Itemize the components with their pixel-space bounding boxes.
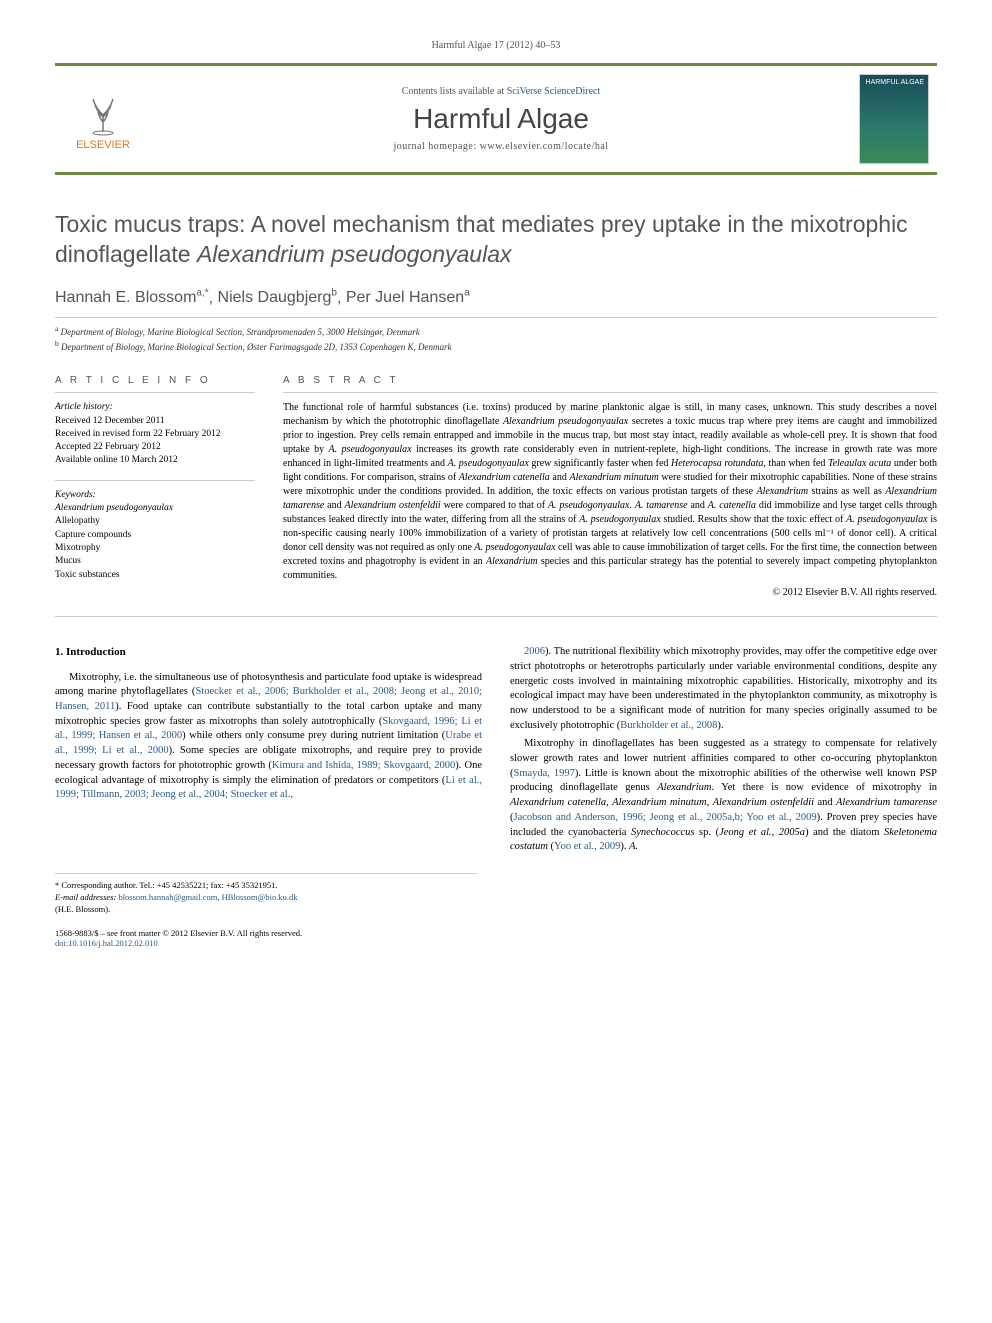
- author: Per Juel Hansena: [346, 289, 470, 306]
- tree-icon: [78, 87, 128, 137]
- author: Niels Daugbjergb: [218, 289, 337, 306]
- homepage-prefix: journal homepage:: [393, 141, 479, 152]
- journal-cover-thumbnail: HARMFUL ALGAE: [859, 74, 929, 164]
- sciencedirect-link[interactable]: SciVerse ScienceDirect: [507, 86, 601, 97]
- email-label: E-mail addresses:: [55, 892, 116, 902]
- affiliation: b Department of Biology, Marine Biologic…: [55, 339, 937, 354]
- journal-title: Harmful Algae: [143, 103, 859, 135]
- section-heading-intro: 1. Introduction: [55, 645, 482, 660]
- keywords-block: Keywords: Alexandrium pseudogonyaulaxAll…: [55, 480, 255, 582]
- history-line: Available online 10 March 2012: [55, 454, 255, 467]
- history-label: Article history:: [55, 401, 255, 414]
- elsevier-logo: ELSEVIER: [63, 74, 143, 164]
- page-footer: 1568-9883/$ – see front matter © 2012 El…: [55, 928, 937, 948]
- keyword: Mucus: [55, 555, 255, 568]
- issn-line: 1568-9883/$ – see front matter © 2012 El…: [55, 928, 302, 938]
- history-line: Received 12 December 2011: [55, 415, 255, 428]
- title-species: Alexandrium pseudogonyaulax: [197, 241, 512, 267]
- body-two-column: 1. Introduction Mixotrophy, i.e. the sim…: [55, 645, 937, 855]
- doi-link[interactable]: doi:10.1016/j.hal.2012.02.010: [55, 938, 302, 948]
- history-line: Accepted 22 February 2012: [55, 441, 255, 454]
- keywords-label: Keywords:: [55, 489, 255, 502]
- journal-masthead: ELSEVIER Contents lists available at Sci…: [55, 63, 937, 175]
- abstract-heading: A B S T R A C T: [283, 375, 937, 393]
- abstract-text: The functional role of harmful substance…: [283, 401, 937, 583]
- affiliation: a Department of Biology, Marine Biologic…: [55, 324, 937, 339]
- article-history: Article history: Received 12 December 20…: [55, 401, 255, 467]
- email-addresses[interactable]: blossom.hannah@gmail.com, HBlossom@bio.k…: [118, 892, 297, 902]
- homepage-url[interactable]: www.elsevier.com/locate/hal: [480, 141, 609, 152]
- intro-para-1: Mixotrophy, i.e. the simultaneous use of…: [55, 671, 482, 803]
- issn-copyright: 1568-9883/$ – see front matter © 2012 El…: [55, 928, 302, 948]
- corresponding-author-footnote: * Corresponding author. Tel.: +45 425352…: [55, 873, 478, 916]
- article-title: Toxic mucus traps: A novel mechanism tha…: [55, 210, 937, 270]
- keyword: Alexandrium pseudogonyaulax: [55, 502, 255, 515]
- article-info-sidebar: A R T I C L E I N F O Article history: R…: [55, 375, 255, 598]
- section-title: Introduction: [66, 646, 126, 658]
- journal-homepage: journal homepage: www.elsevier.com/locat…: [143, 141, 859, 152]
- keyword: Toxic substances: [55, 569, 255, 582]
- intro-para-1-cont: 2006). The nutritional flexibility which…: [510, 645, 937, 733]
- section-number: 1.: [55, 646, 63, 658]
- intro-para-2: Mixotrophy in dinoflagellates has been s…: [510, 737, 937, 855]
- article-info-heading: A R T I C L E I N F O: [55, 375, 255, 393]
- abstract-copyright: © 2012 Elsevier B.V. All rights reserved…: [283, 587, 937, 598]
- cover-label: HARMFUL ALGAE: [866, 79, 924, 87]
- history-line: Received in revised form 22 February 201…: [55, 428, 255, 441]
- email-line: E-mail addresses: blossom.hannah@gmail.c…: [55, 892, 478, 904]
- contents-prefix: Contents lists available at: [402, 86, 507, 97]
- body-col-left: 1. Introduction Mixotrophy, i.e. the sim…: [55, 645, 482, 855]
- keyword: Mixotrophy: [55, 542, 255, 555]
- abstract-column: A B S T R A C T The functional role of h…: [283, 375, 937, 598]
- corr-name: (H.E. Blossom).: [55, 904, 478, 916]
- corr-author-line: * Corresponding author. Tel.: +45 425352…: [55, 880, 478, 892]
- affiliations: a Department of Biology, Marine Biologic…: [55, 324, 937, 353]
- publisher-name: ELSEVIER: [76, 139, 130, 151]
- body-col-right: 2006). The nutritional flexibility which…: [510, 645, 937, 855]
- author: Hannah E. Blossoma,*: [55, 289, 209, 306]
- keyword: Capture compounds: [55, 529, 255, 542]
- author-list: Hannah E. Blossoma,*, Niels Daugbjergb, …: [55, 288, 937, 318]
- running-header: Harmful Algae 17 (2012) 40–53: [55, 40, 937, 51]
- keyword: Allelopathy: [55, 515, 255, 528]
- contents-available: Contents lists available at SciVerse Sci…: [143, 86, 859, 97]
